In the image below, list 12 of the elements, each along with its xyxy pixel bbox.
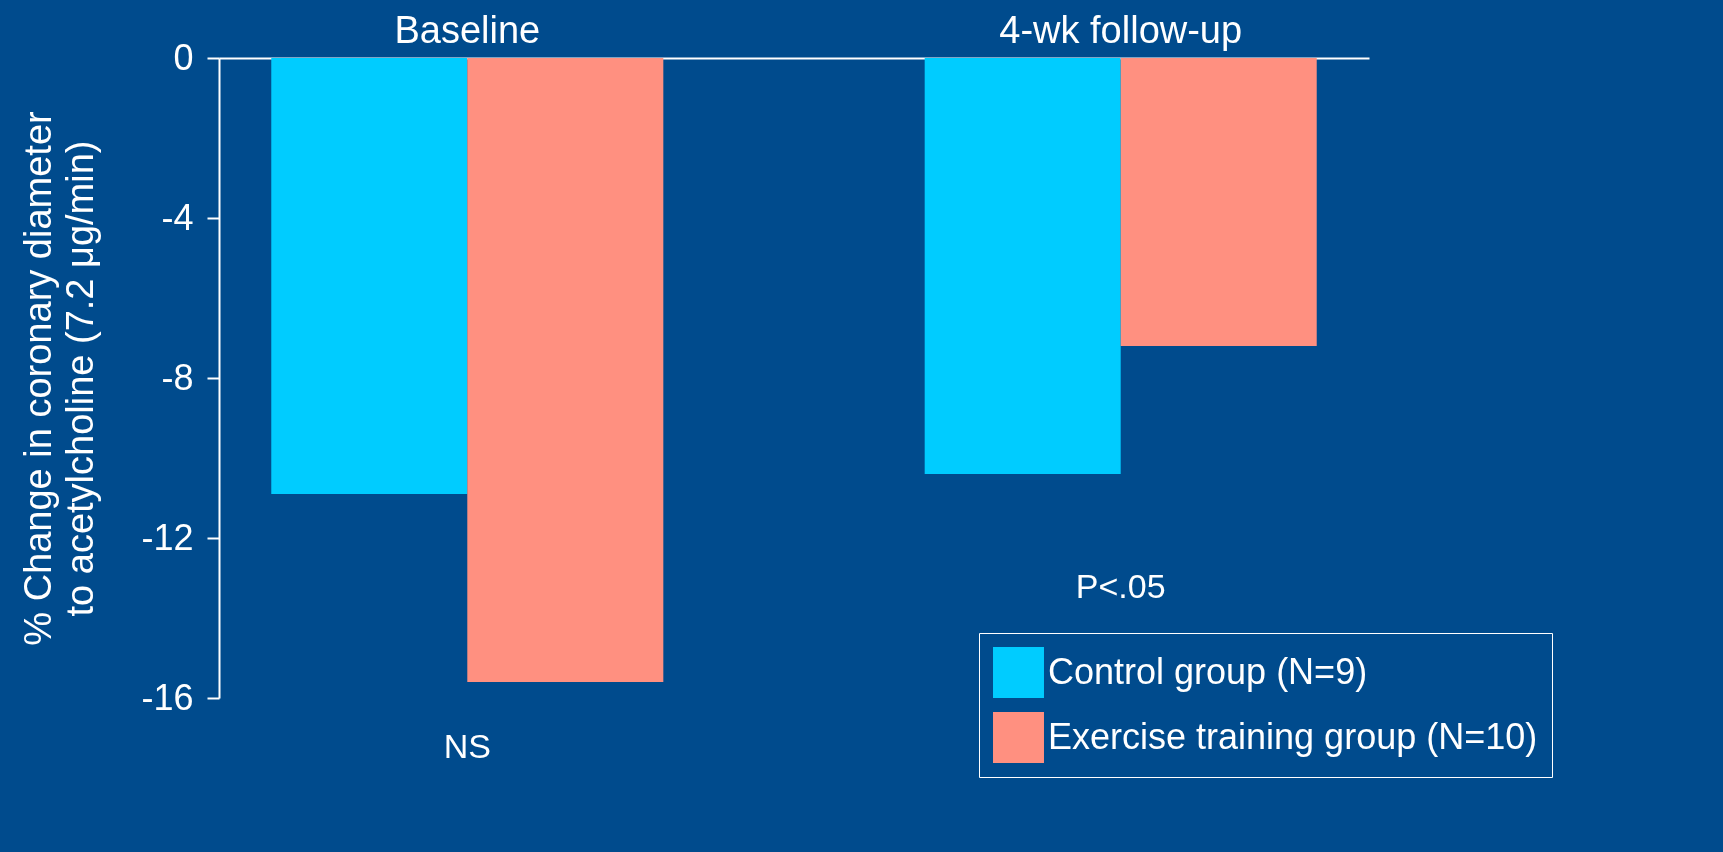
y-tick-label: -12	[141, 516, 194, 558]
y-tick-label: -8	[161, 356, 194, 398]
y-tick-label: -4	[161, 196, 194, 238]
annotation: P<.05	[1075, 567, 1166, 605]
legend-label: Control group (N=9)	[1048, 650, 1368, 692]
y-axis-title: % Change in coronary diameter to acetylcholine (7.2 μg/min)	[17, 110, 102, 646]
y-tick-label: -16	[141, 676, 194, 718]
text: NS	[443, 727, 491, 765]
y-tick-label: 0	[173, 36, 194, 78]
legend-label: Exercise training group (N=10)	[1048, 715, 1538, 757]
x-tick-label: 4-wk follow-up	[999, 8, 1243, 51]
x-tick-label: Baseline	[394, 8, 541, 51]
